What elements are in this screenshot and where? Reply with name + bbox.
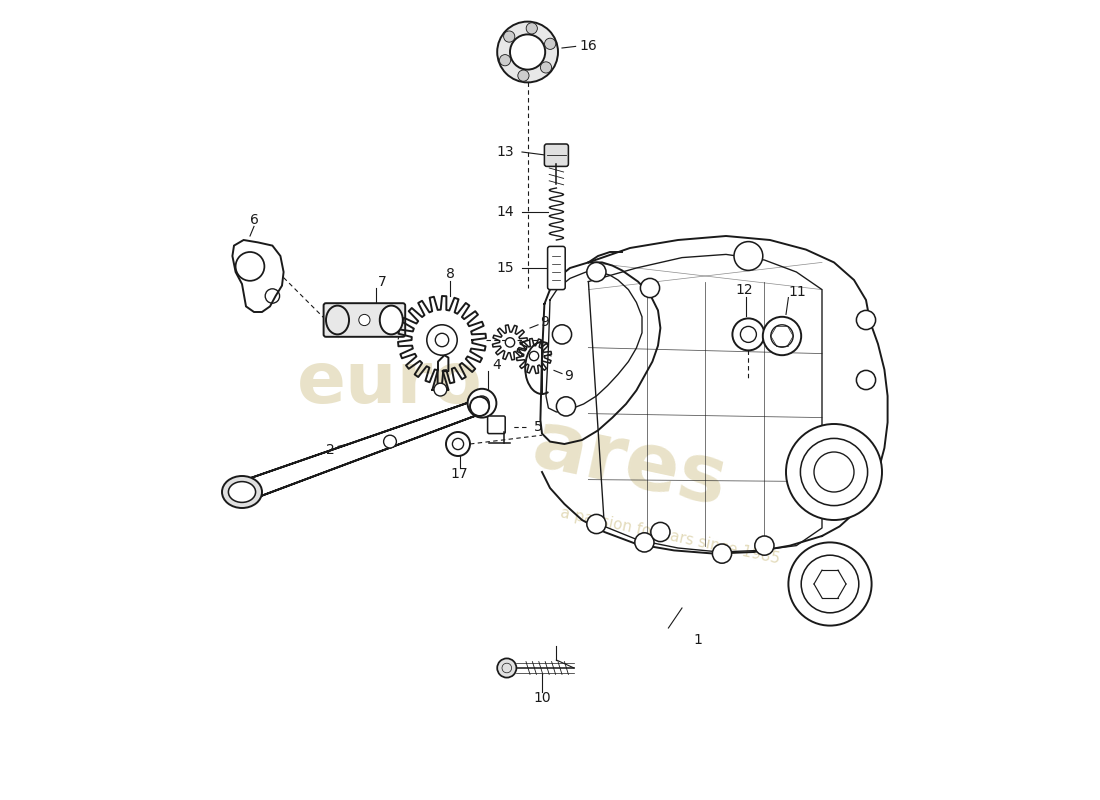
Text: 1: 1 <box>694 633 703 647</box>
Text: 8: 8 <box>446 267 454 282</box>
Circle shape <box>504 31 515 42</box>
Circle shape <box>505 338 515 347</box>
Text: 13: 13 <box>496 145 514 159</box>
Circle shape <box>526 22 538 34</box>
Circle shape <box>713 544 732 563</box>
Circle shape <box>359 314 370 326</box>
Text: 10: 10 <box>534 691 551 706</box>
Circle shape <box>733 318 764 350</box>
Text: 9: 9 <box>540 315 549 330</box>
Circle shape <box>434 383 447 396</box>
Circle shape <box>499 54 510 66</box>
Text: 9: 9 <box>564 369 573 383</box>
Circle shape <box>734 242 762 270</box>
Text: euro: euro <box>297 350 483 418</box>
Circle shape <box>651 522 670 542</box>
Circle shape <box>427 325 458 355</box>
Text: 2: 2 <box>326 442 334 457</box>
Circle shape <box>857 310 876 330</box>
Circle shape <box>497 22 558 82</box>
Text: 14: 14 <box>496 205 514 219</box>
Text: 7: 7 <box>377 274 386 289</box>
Circle shape <box>510 34 546 70</box>
Circle shape <box>497 658 516 678</box>
FancyBboxPatch shape <box>487 416 505 434</box>
Ellipse shape <box>229 482 255 502</box>
FancyBboxPatch shape <box>323 303 405 337</box>
Circle shape <box>540 62 551 73</box>
Circle shape <box>755 536 774 555</box>
Circle shape <box>640 278 660 298</box>
Circle shape <box>635 533 654 552</box>
Text: 15: 15 <box>496 261 514 275</box>
Text: a passion for cars since 1985: a passion for cars since 1985 <box>559 506 781 566</box>
Ellipse shape <box>379 306 403 334</box>
Circle shape <box>801 438 868 506</box>
Text: 17: 17 <box>451 467 469 482</box>
Circle shape <box>384 435 396 448</box>
Circle shape <box>786 424 882 520</box>
Text: 5: 5 <box>534 420 542 434</box>
Text: 16: 16 <box>580 38 597 53</box>
Circle shape <box>552 325 572 344</box>
Circle shape <box>518 70 529 82</box>
Text: 12: 12 <box>736 283 754 298</box>
FancyBboxPatch shape <box>544 144 569 166</box>
Polygon shape <box>232 240 284 312</box>
Text: ares: ares <box>526 406 735 522</box>
Circle shape <box>789 542 871 626</box>
Circle shape <box>468 389 496 418</box>
Text: 3: 3 <box>436 334 444 349</box>
Circle shape <box>235 252 264 281</box>
Circle shape <box>586 262 606 282</box>
Ellipse shape <box>326 306 349 334</box>
Text: 6: 6 <box>250 213 258 227</box>
Circle shape <box>529 351 539 361</box>
Circle shape <box>446 432 470 456</box>
Circle shape <box>857 370 876 390</box>
Polygon shape <box>239 399 482 502</box>
Circle shape <box>470 397 490 416</box>
Circle shape <box>801 555 859 613</box>
Circle shape <box>762 317 801 355</box>
Text: 4: 4 <box>492 358 500 372</box>
FancyBboxPatch shape <box>548 246 565 290</box>
Ellipse shape <box>222 476 262 508</box>
Text: 11: 11 <box>789 285 806 299</box>
Circle shape <box>544 38 556 50</box>
Circle shape <box>586 514 606 534</box>
Circle shape <box>557 397 575 416</box>
